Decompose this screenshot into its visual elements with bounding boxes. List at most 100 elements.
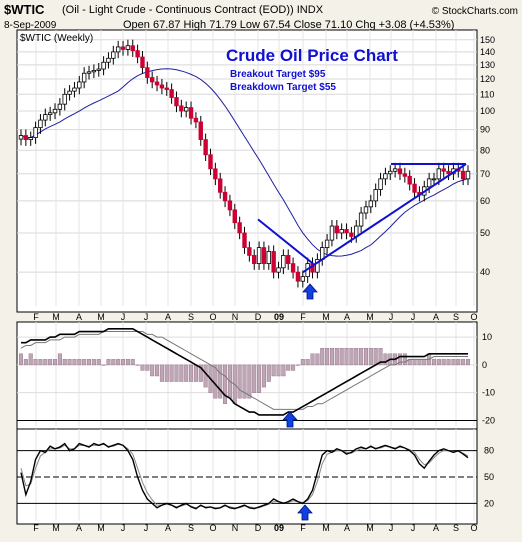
macd-tick-label: 0	[482, 360, 487, 370]
macd-histogram-bar	[247, 364, 252, 399]
chart-title: Crude Oil Price Chart	[226, 46, 398, 65]
candle-up	[256, 247, 262, 264]
candle-up	[436, 168, 442, 180]
macd-histogram-bar	[106, 359, 111, 366]
macd-histogram-bar	[310, 353, 315, 366]
price-tick-label: 130	[480, 60, 495, 70]
candle-up	[373, 189, 378, 202]
macd-histogram-bar	[77, 359, 82, 366]
price-tick-label: 110	[480, 89, 494, 99]
macd-signal-line	[20, 331, 468, 410]
macd-histogram-bar	[461, 359, 466, 366]
candle-up	[72, 87, 77, 92]
macd-histogram-bar	[422, 359, 427, 366]
macd-histogram-bar	[315, 353, 320, 366]
month-tick-label: A	[165, 312, 171, 322]
candle-up	[115, 46, 121, 53]
candle-down	[349, 232, 354, 237]
month-tick-label: A	[76, 523, 82, 533]
month-tick-label: A	[76, 312, 82, 322]
candle-up	[77, 81, 82, 89]
price-tick-label: 60	[480, 196, 490, 206]
candle-up	[183, 107, 189, 112]
macd-histogram-bar	[19, 353, 24, 366]
macd-histogram-bar	[57, 353, 62, 366]
candle-down	[402, 173, 408, 177]
date-label: 8-Sep-2009	[4, 20, 57, 31]
candle-down	[120, 46, 126, 50]
price-tick-label: 50	[480, 228, 490, 238]
candle-up	[86, 71, 92, 74]
macd-histogram-bar	[179, 364, 184, 382]
candle-down	[412, 183, 417, 193]
month-tick-label: J	[411, 523, 416, 533]
month-tick-label: F	[300, 523, 306, 533]
macd-histogram-bar	[62, 359, 67, 366]
macd-panel	[16, 321, 478, 430]
macd-histogram-bar	[67, 359, 72, 366]
candle-up	[392, 168, 398, 172]
month-tick-label: M	[97, 523, 105, 533]
grid-layer	[17, 30, 477, 521]
month-tick-label: N	[232, 523, 239, 533]
macd-histogram-bar	[446, 359, 451, 366]
macd-histogram-bar	[184, 364, 189, 382]
candle-up	[81, 72, 87, 83]
candle-down	[130, 45, 135, 52]
candle-up	[266, 251, 271, 264]
candle-down	[344, 229, 349, 234]
macd-histogram-bar	[402, 353, 407, 366]
macd-histogram-bar	[363, 348, 368, 366]
candle-down	[290, 263, 296, 273]
candle-down	[334, 225, 340, 234]
macd-histogram-bar	[305, 359, 310, 366]
candle-down	[397, 168, 403, 175]
macd-histogram-bar	[286, 364, 291, 371]
price-tick-label: 80	[480, 145, 490, 155]
macd-histogram-bar	[87, 359, 92, 366]
macd-histogram-bar	[159, 364, 164, 382]
macd-histogram-bar	[257, 364, 262, 393]
candle-up	[67, 90, 72, 95]
macd-histogram-bar	[164, 364, 169, 382]
candle-up	[91, 70, 97, 73]
macd-histogram-bar	[53, 359, 58, 366]
macd-histogram-bar	[383, 353, 388, 366]
candle-down	[174, 97, 179, 107]
candle-down	[149, 77, 155, 83]
buy-arrow-icon	[302, 283, 318, 300]
month-tick-label: A	[344, 312, 350, 322]
stoch-k-line	[20, 442, 469, 510]
macd-histogram-bar	[203, 364, 208, 388]
candle-up	[96, 68, 101, 71]
stoch-tick-label: 80	[484, 446, 494, 456]
macd-histogram-bar	[349, 348, 354, 366]
candle-down	[154, 81, 160, 86]
macd-histogram-bar	[82, 359, 87, 366]
candle-down	[145, 67, 150, 78]
macd-histogram-bar	[339, 348, 344, 366]
candle-down	[237, 222, 242, 234]
candle-down	[227, 200, 233, 211]
candle-down	[247, 247, 252, 256]
candle-down	[169, 89, 174, 98]
macd-histogram-bar	[96, 359, 101, 366]
macd-histogram-bar	[150, 364, 155, 377]
macd-histogram-bar	[140, 364, 145, 371]
brand-label: © StockCharts.com	[431, 6, 518, 17]
candle-up	[43, 114, 48, 121]
month-tick-label: J	[121, 312, 126, 322]
macd-histogram-bar	[417, 359, 422, 366]
month-tick-label: S	[188, 523, 194, 533]
month-tick-label: F	[33, 312, 39, 322]
candle-up	[383, 173, 388, 180]
month-tick-label: S	[453, 312, 459, 322]
macd-histogram-bar	[397, 353, 402, 366]
stoch-tick-label: 20	[484, 498, 494, 508]
macd-histogram-bar	[72, 359, 77, 366]
buy-arrow-icon	[297, 504, 313, 521]
candle-up	[378, 178, 383, 190]
candle-down	[222, 191, 228, 202]
trendline-wedge-top	[257, 218, 314, 265]
month-tick-label: M	[322, 523, 330, 533]
